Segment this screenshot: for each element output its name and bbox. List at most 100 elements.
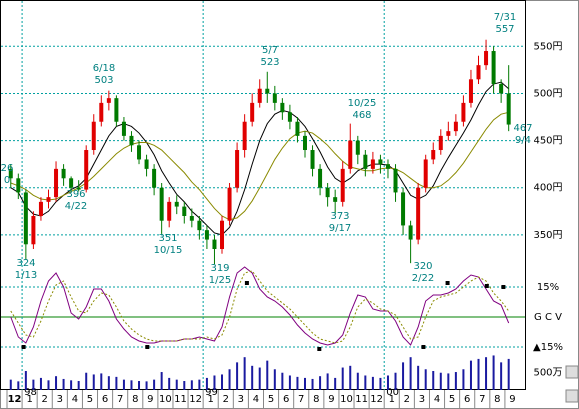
candle-body (506, 93, 511, 125)
volume-bar (77, 381, 80, 390)
candle-body (204, 230, 209, 240)
candle-body (23, 192, 28, 245)
volume-bar (288, 375, 291, 390)
candle-body (416, 187, 421, 240)
candle-body (446, 131, 451, 136)
volume-bar (107, 376, 110, 390)
volume-bar (273, 369, 276, 390)
annotation: 503 (94, 75, 113, 86)
volume-bar (32, 379, 35, 390)
volume-bar (319, 376, 322, 390)
volume-bar (447, 373, 450, 390)
volume-bar (130, 380, 133, 390)
annotation: 523 (260, 57, 279, 68)
scroll-box[interactable] (565, 389, 579, 403)
x-tick-label: 1 (26, 394, 32, 405)
candle-body (76, 187, 81, 190)
volume-bar (205, 377, 208, 390)
volume-bar (183, 381, 186, 390)
x-tick-label: 9 (509, 394, 515, 405)
candle-body (46, 197, 51, 202)
volume-bar (228, 369, 231, 390)
volume-bar (9, 379, 12, 390)
candle-body (106, 98, 111, 103)
x-tick-label: 7 (298, 394, 304, 405)
candle-body (408, 225, 413, 240)
volume-bar (364, 375, 367, 390)
signal-marker (501, 285, 506, 289)
candle-body (197, 220, 202, 231)
candle-body (227, 187, 232, 221)
x-tick-label: 2 (42, 394, 48, 405)
candle-body (99, 102, 104, 122)
volume-bar (386, 375, 389, 390)
x-tick-label: 7 (117, 394, 123, 405)
volume-bar (349, 365, 352, 390)
candle-body (393, 168, 398, 193)
signal-marker (317, 347, 322, 351)
volume-bar (221, 374, 224, 390)
plot-frame (0, 0, 526, 390)
volume-bar (160, 372, 163, 390)
candle-body (318, 168, 323, 188)
x-tick-label: 12 (8, 394, 22, 405)
candle-body (182, 206, 187, 217)
candle-body (121, 121, 126, 136)
volume-bar (500, 362, 503, 390)
signal-marker (421, 345, 426, 349)
candle-body (242, 121, 247, 151)
scroll-box[interactable] (565, 365, 579, 379)
volume-bar (266, 360, 269, 390)
x-tick-label: 1 (208, 394, 214, 405)
candle-body (302, 135, 307, 151)
annotation: 10/25 (348, 98, 377, 109)
candle-body (431, 150, 436, 160)
candle-body (189, 216, 194, 221)
volume-bar (258, 367, 261, 390)
candle-body (363, 154, 368, 169)
year-label: 00 (386, 387, 399, 398)
candle-body (16, 178, 21, 193)
volume-bar (198, 379, 201, 390)
x-tick-label: 6 (464, 394, 470, 405)
volume-bar (145, 381, 148, 390)
candle-body (61, 168, 66, 179)
volume-bar (236, 362, 239, 390)
annotation: 396 (66, 189, 85, 200)
candle-body (423, 159, 428, 188)
x-tick-label: 3 (57, 394, 63, 405)
volume-bar (417, 365, 420, 390)
annotation: 9/4 (515, 135, 531, 146)
candle-body (499, 84, 504, 94)
candle-body (257, 88, 262, 103)
annotation: 319 (210, 263, 229, 274)
volume-bar (85, 372, 88, 390)
volume-bar (356, 372, 359, 390)
volume-bar (115, 376, 118, 390)
x-tick-label: 9 (328, 394, 334, 405)
volume-bar (190, 380, 193, 390)
volume-bar (341, 367, 344, 390)
candle-body (144, 159, 149, 169)
volume-bar (485, 357, 488, 390)
annotation: 557 (495, 24, 514, 35)
candle-body (476, 65, 481, 80)
candle-body (69, 178, 74, 188)
annotation: 324 (16, 258, 35, 269)
candle-body (340, 168, 345, 202)
volume-bar (47, 380, 50, 390)
volume-bar (175, 379, 178, 390)
volume-bar (70, 380, 73, 390)
candle-body (152, 168, 157, 188)
candle-body (287, 112, 292, 122)
annotation: 9/17 (329, 223, 351, 234)
volume-bar (281, 372, 284, 390)
volume-bar (213, 375, 216, 390)
annotation: 467 (513, 123, 532, 134)
annotation: 4/22 (65, 201, 87, 212)
candle-body (54, 168, 59, 198)
annotation: 5/7 (262, 45, 278, 56)
candle-body (137, 145, 142, 160)
annotation: 1/13 (15, 270, 37, 281)
